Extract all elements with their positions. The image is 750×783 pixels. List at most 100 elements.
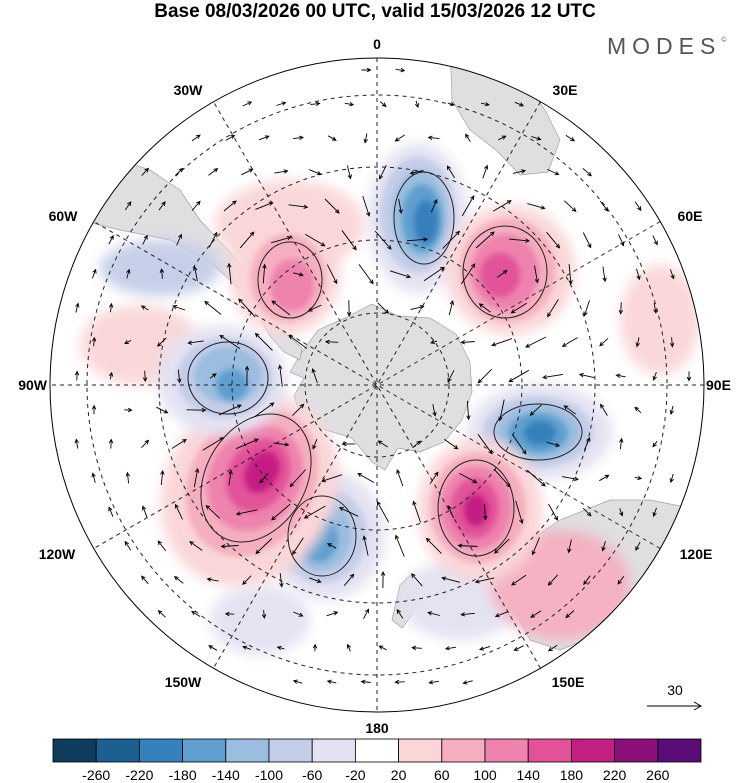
contour-line-6 bbox=[200, 413, 312, 543]
wind-vector bbox=[414, 100, 420, 109]
wind-vector bbox=[599, 200, 609, 212]
wind-vector bbox=[173, 575, 184, 584]
colorbar-swatch bbox=[398, 738, 443, 763]
latitude-circle-1 bbox=[304, 312, 450, 458]
wind-vector bbox=[531, 537, 540, 556]
wind-vector bbox=[108, 302, 114, 313]
wind-vector bbox=[394, 679, 405, 685]
wind-vector bbox=[309, 169, 322, 176]
wind-vector bbox=[225, 135, 236, 141]
wind-vector bbox=[255, 538, 273, 555]
wind-vector bbox=[108, 506, 114, 517]
anomaly-field bbox=[80, 143, 700, 655]
wind-vector bbox=[394, 134, 405, 142]
wind-vector bbox=[527, 203, 546, 210]
wind-vector bbox=[157, 540, 167, 552]
colorbar-swatch bbox=[441, 738, 486, 763]
wind-vector bbox=[482, 164, 489, 179]
meridian-30 bbox=[213, 101, 541, 669]
wind-vector bbox=[498, 399, 505, 422]
wind-vector bbox=[108, 234, 114, 245]
wind-vector bbox=[262, 263, 267, 284]
wind-vector bbox=[326, 611, 339, 617]
wind-vector bbox=[412, 500, 422, 523]
wind-vector bbox=[358, 264, 374, 285]
wind-vector bbox=[563, 405, 576, 415]
wind-vector bbox=[271, 300, 291, 316]
wind-vector bbox=[309, 577, 322, 584]
colorbar-swatch bbox=[527, 738, 572, 763]
latitude-circle-4 bbox=[86, 94, 668, 676]
colorbar-tick-label: 100 bbox=[473, 767, 497, 783]
map-disk bbox=[50, 58, 704, 712]
wind-vector bbox=[410, 305, 425, 311]
wind-vector bbox=[395, 534, 405, 557]
wind-vector bbox=[156, 406, 169, 414]
wind-vector bbox=[361, 67, 372, 73]
colorbar-tick-label: -100 bbox=[255, 767, 283, 783]
wind-vector bbox=[379, 164, 387, 180]
colorbar-swatches bbox=[52, 738, 702, 763]
colorbar-swatch bbox=[614, 738, 659, 763]
wind-vector bbox=[547, 299, 559, 318]
wind-vector bbox=[653, 303, 658, 314]
wind-vector bbox=[274, 169, 289, 174]
wind-vector bbox=[187, 340, 204, 345]
wind-vector bbox=[142, 234, 148, 245]
lon-label-90e: 90E bbox=[706, 377, 731, 393]
wind-vector bbox=[305, 233, 326, 247]
brand-text: MODES bbox=[607, 33, 722, 59]
colorbar-tick-label: 180 bbox=[560, 767, 584, 783]
wind-vector bbox=[534, 265, 540, 284]
wind-vector bbox=[447, 101, 456, 107]
wind-vector bbox=[396, 608, 404, 619]
colorbar-labels: -260 -220 -180 -140 -100 -60 -20 20 60 100 140 180 2… bbox=[82, 767, 670, 783]
wind-vector bbox=[599, 337, 609, 347]
wind-vector bbox=[634, 201, 642, 212]
wind-vector bbox=[508, 369, 530, 383]
wind-vector bbox=[514, 101, 525, 107]
wind-vector bbox=[652, 507, 657, 518]
wind-vector bbox=[242, 575, 252, 586]
wind-vector bbox=[255, 201, 274, 210]
wind-vector bbox=[205, 505, 221, 519]
contour-line-3 bbox=[493, 403, 583, 461]
wind-vector bbox=[525, 336, 547, 348]
wind-vector bbox=[493, 468, 511, 488]
colorbar-swatch bbox=[484, 738, 529, 763]
colorbar-swatch bbox=[311, 738, 356, 763]
wind-vector bbox=[141, 505, 148, 518]
wind-vector bbox=[531, 135, 542, 141]
wind-vector bbox=[634, 406, 642, 414]
wind-vector bbox=[542, 373, 563, 380]
wind-vector bbox=[583, 575, 591, 586]
wind-vector bbox=[158, 201, 166, 211]
wind-vector bbox=[227, 262, 232, 285]
wind-vector bbox=[430, 198, 438, 213]
lon-label-60e: 60E bbox=[678, 208, 703, 224]
lon-label-30e: 30E bbox=[553, 82, 578, 98]
wind-vector bbox=[292, 403, 305, 416]
wind-vector bbox=[483, 504, 488, 521]
graticule bbox=[50, 58, 704, 712]
wind-vector bbox=[636, 268, 641, 281]
anomaly-drake-positive bbox=[230, 215, 340, 335]
wind-vector bbox=[478, 645, 491, 651]
wind-vector bbox=[312, 439, 318, 450]
colorbar-swatch bbox=[95, 738, 140, 763]
wind-vector bbox=[74, 438, 79, 449]
wind-vector bbox=[526, 469, 546, 487]
wind-vector bbox=[635, 541, 641, 551]
wind-vector bbox=[346, 300, 352, 317]
wind-vector bbox=[669, 405, 674, 415]
wind-vector bbox=[220, 544, 239, 549]
wind-vector bbox=[652, 371, 657, 381]
wind-vector bbox=[75, 302, 80, 313]
wind-vector bbox=[600, 403, 608, 416]
wind-vector bbox=[548, 503, 558, 521]
wind-vector bbox=[406, 237, 429, 242]
wind-vector bbox=[258, 135, 270, 141]
colorbar-tick-label: 220 bbox=[603, 767, 627, 783]
wind-vector bbox=[242, 645, 252, 650]
meridian-120 bbox=[93, 221, 661, 549]
